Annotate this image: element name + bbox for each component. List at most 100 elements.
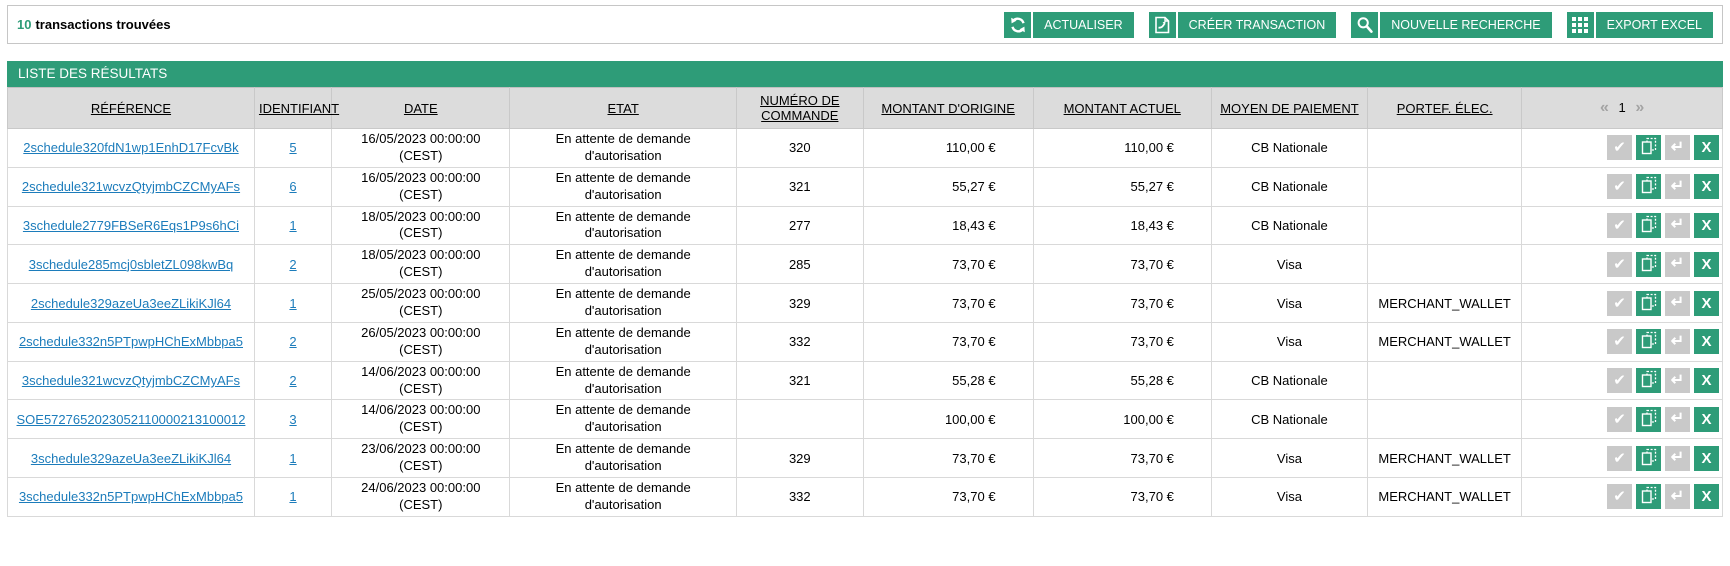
reference-link[interactable]: 3schedule321wcvzQtyjmbCZCMyAFs	[21, 373, 241, 389]
duplicate-button[interactable]	[1636, 406, 1661, 432]
x-icon: X	[1701, 139, 1712, 157]
column-header-montant-actuel: MONTANT ACTUEL	[1032, 87, 1212, 129]
identifiant-cell: 1	[253, 477, 333, 517]
check-icon: ✔	[1613, 488, 1626, 506]
numero-commande-cell: 321	[735, 360, 864, 401]
identifiant-link[interactable]: 1	[289, 489, 297, 505]
new-search-button[interactable]: NOUVELLE RECHERCHE	[1351, 11, 1552, 38]
numero-commande-cell: 332	[735, 477, 864, 517]
cancel-button[interactable]: X	[1694, 290, 1719, 316]
portef-elec-cell	[1366, 360, 1523, 401]
identifiant-link[interactable]: 2	[289, 373, 297, 389]
cancel-button[interactable]: X	[1694, 368, 1719, 394]
duplicate-button[interactable]	[1636, 135, 1661, 161]
reference-cell: 3schedule332n5PTpwpHChExMbbpa5	[7, 477, 255, 517]
cancel-button[interactable]: X	[1694, 329, 1719, 355]
reference-link[interactable]: 2schedule332n5PTpwpHChExMbbpa5	[18, 334, 243, 350]
montant-origine-cell: 110,00 €	[862, 128, 1034, 168]
table-row: 2schedule329azeUa3eeZLikiKJl64 1 25/05/2…	[7, 283, 1723, 323]
identifiant-link[interactable]: 1	[289, 450, 297, 466]
reference-link[interactable]: 2schedule320fdN1wp1EnhD17FcvBk	[23, 140, 239, 156]
moyen-paiement-cell: Visa	[1210, 438, 1368, 479]
reference-link[interactable]: 2schedule321wcvzQtyjmbCZCMyAFs	[21, 179, 241, 195]
sort-montant-actuel-link[interactable]: MONTANT ACTUEL	[1063, 100, 1181, 116]
sort-identifiant-link[interactable]: IDENTIFIANT	[258, 100, 340, 116]
portef-elec-cell	[1366, 166, 1523, 207]
reference-link[interactable]: 3schedule329azeUa3eeZLikiKJl64	[30, 450, 232, 466]
x-icon: X	[1701, 178, 1712, 196]
identifiant-link[interactable]: 1	[289, 295, 297, 311]
refund-button: ↵	[1665, 174, 1690, 200]
etat-value: En attente de demande d'autorisation	[555, 324, 691, 357]
cancel-button[interactable]: X	[1694, 484, 1719, 510]
reference-link[interactable]: 2schedule329azeUa3eeZLikiKJl64	[30, 295, 232, 311]
portef-elec-cell	[1366, 128, 1523, 168]
sort-date-link[interactable]: DATE	[403, 100, 438, 116]
moyen-paiement-cell: CB Nationale	[1210, 166, 1368, 207]
cancel-button[interactable]: X	[1694, 445, 1719, 471]
sort-reference-link[interactable]: RÉFÉRENCE	[90, 100, 172, 116]
etat-cell: En attente de demande d'autorisation	[509, 166, 737, 207]
check-icon: ✔	[1613, 294, 1626, 312]
timezone-value: (CEST)	[399, 380, 443, 396]
identifiant-link[interactable]: 5	[289, 140, 297, 156]
duplicate-button[interactable]	[1636, 174, 1661, 200]
refresh-button[interactable]: ACTUALISER	[1004, 11, 1134, 38]
date-cell: 23/06/2023 00:00:00 (CEST)	[331, 438, 511, 479]
montant-origine-cell: 73,70 €	[862, 244, 1034, 285]
reference-link[interactable]: 3schedule285mcj0sbletZL098kwBq	[28, 256, 234, 272]
table-row: 3schedule321wcvzQtyjmbCZCMyAFs 2 14/06/2…	[7, 360, 1723, 401]
duplicate-button[interactable]	[1636, 212, 1661, 238]
identifiant-link[interactable]: 2	[289, 256, 297, 272]
refund-button: ↵	[1665, 251, 1690, 277]
cancel-button[interactable]: X	[1694, 135, 1719, 161]
pagination-next-icon[interactable]: »	[1635, 99, 1645, 116]
sort-montant-origine-link[interactable]: MONTANT D'ORIGINE	[881, 100, 1015, 116]
refresh-icon	[1004, 11, 1032, 38]
refund-button: ↵	[1665, 135, 1690, 161]
refund-button: ↵	[1665, 212, 1690, 238]
copy-icon	[1641, 370, 1657, 391]
date-cell: 18/05/2023 00:00:00 (CEST)	[331, 205, 511, 246]
duplicate-button[interactable]	[1636, 290, 1661, 316]
reference-link[interactable]: SOE5727652023052110000213100012	[16, 411, 246, 427]
duplicate-button[interactable]	[1636, 484, 1661, 510]
duplicate-button[interactable]	[1636, 445, 1661, 471]
timezone-value: (CEST)	[399, 458, 443, 474]
create-transaction-button[interactable]: CRÉER TRANSACTION	[1148, 11, 1337, 38]
pagination-current-page: 1	[1618, 100, 1626, 115]
moyen-paiement-cell: CB Nationale	[1210, 205, 1368, 246]
sort-numero-commande-link[interactable]: NUMÉRO DE COMMANDE	[760, 93, 840, 123]
sort-portef-elec-link[interactable]: PORTEF. ÉLEC.	[1396, 100, 1493, 116]
sort-etat-link[interactable]: ETAT	[607, 100, 639, 116]
pagination-prev-icon[interactable]: «	[1600, 99, 1609, 116]
sort-moyen-paiement-link[interactable]: MOYEN DE PAIEMENT	[1220, 100, 1359, 116]
row-actions: ✔ ↵ X	[1524, 135, 1719, 161]
identifiant-link[interactable]: 6	[289, 179, 297, 195]
date-value: 18/05/2023 00:00:00	[361, 208, 481, 224]
duplicate-button[interactable]	[1636, 329, 1661, 355]
etat-cell: En attente de demande d'autorisation	[509, 399, 737, 440]
montant-origine-cell: 73,70 €	[862, 438, 1034, 479]
reference-link[interactable]: 3schedule2779FBSeR6Eqs1P9s6hCi	[22, 217, 240, 233]
cancel-button[interactable]: X	[1694, 251, 1719, 277]
portef-elec-cell: MERCHANT_WALLET	[1366, 438, 1523, 479]
table-row: 3schedule2779FBSeR6Eqs1P9s6hCi 1 18/05/2…	[7, 205, 1723, 246]
identifiant-link[interactable]: 1	[289, 217, 297, 233]
reference-cell: 2schedule321wcvzQtyjmbCZCMyAFs	[7, 166, 255, 207]
identifiant-link[interactable]: 3	[289, 411, 297, 427]
duplicate-button[interactable]	[1636, 368, 1661, 394]
cancel-button[interactable]: X	[1694, 406, 1719, 432]
column-header-portef-elec: PORTEF. ÉLEC.	[1366, 87, 1523, 129]
cancel-button[interactable]: X	[1694, 174, 1719, 200]
cancel-button[interactable]: X	[1694, 212, 1719, 238]
table-row: 3schedule329azeUa3eeZLikiKJl64 1 23/06/2…	[7, 438, 1723, 479]
export-excel-button[interactable]: EXPORT EXCEL	[1566, 11, 1713, 38]
reference-link[interactable]: 3schedule332n5PTpwpHChExMbbpa5	[18, 489, 243, 505]
etat-value: En attente de demande d'autorisation	[555, 363, 691, 396]
identifiant-link[interactable]: 2	[289, 334, 297, 350]
duplicate-button[interactable]	[1636, 251, 1661, 277]
numero-commande-cell: 321	[735, 166, 864, 207]
header-row: RÉFÉRENCE IDENTIFIANT DATE ETAT NUMÉRO D…	[7, 87, 1723, 129]
portef-elec-cell	[1366, 244, 1523, 285]
